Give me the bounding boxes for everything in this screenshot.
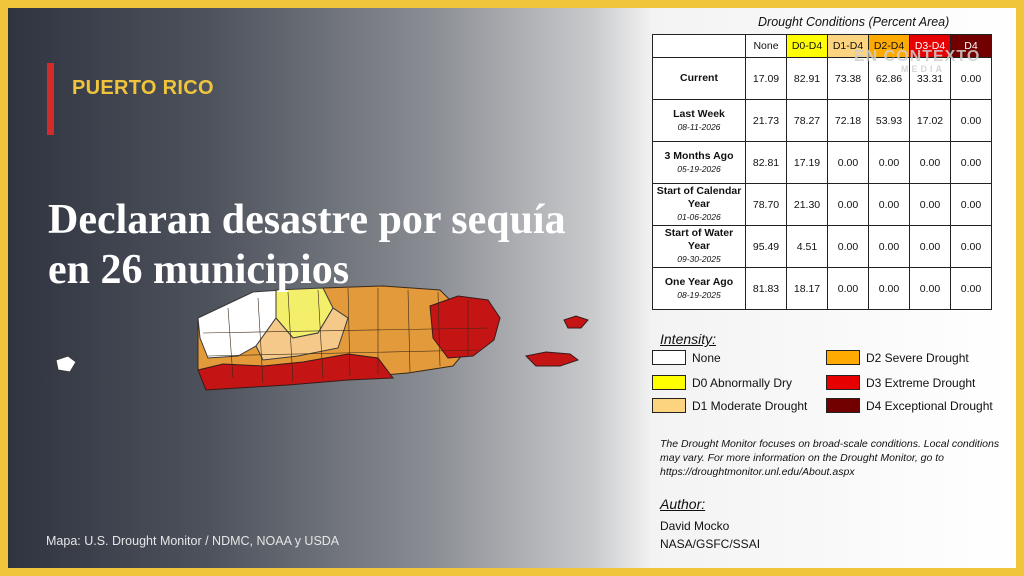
table-cell: 0.00 bbox=[827, 141, 869, 184]
author-title: Author: bbox=[660, 496, 706, 512]
row-label: 3 Months Ago bbox=[664, 149, 734, 162]
image-credit: Mapa: U.S. Drought Monitor / NDMC, NOAA … bbox=[46, 534, 340, 548]
table-row: 3 Months Ago 05-19-2026 82.81 17.19 0.00 … bbox=[652, 141, 992, 184]
legend-swatch bbox=[652, 398, 686, 413]
table-cell: 95.49 bbox=[745, 225, 787, 268]
map-island-vieques bbox=[524, 351, 580, 367]
map-island-culebra bbox=[563, 315, 589, 329]
legend-label: None bbox=[692, 350, 721, 365]
table-title: Drought Conditions (Percent Area) bbox=[758, 15, 950, 29]
row-date: 09-30-2025 bbox=[677, 254, 721, 264]
table-cell: 62.86 bbox=[868, 57, 910, 100]
table-cell: 53.93 bbox=[868, 99, 910, 142]
legend-label: D2 Severe Drought bbox=[866, 350, 969, 365]
table-cell: 21.30 bbox=[786, 183, 828, 226]
table-cell: 0.00 bbox=[950, 99, 992, 142]
legend-item-d1: D1 Moderate Drought bbox=[652, 398, 807, 413]
col-d1-d4: D1-D4 bbox=[827, 34, 869, 58]
table-cell: 0.00 bbox=[827, 225, 869, 268]
table-cell: 72.18 bbox=[827, 99, 869, 142]
row-label: Start of Calendar Year bbox=[656, 185, 742, 210]
legend-swatch bbox=[826, 350, 860, 365]
col-none: None bbox=[745, 34, 787, 58]
table-cell: 0.00 bbox=[827, 183, 869, 226]
table-cell: 0.00 bbox=[868, 183, 910, 226]
col-d0-d4: D0-D4 bbox=[786, 34, 828, 58]
drought-monitor-note: The Drought Monitor focuses on broad-sca… bbox=[660, 438, 1000, 478]
table-cell: 33.31 bbox=[909, 57, 951, 100]
table-cell: 0.00 bbox=[950, 57, 992, 100]
table-cell: 17.02 bbox=[909, 99, 951, 142]
legend-label: D3 Extreme Drought bbox=[866, 375, 976, 390]
legend-label: D1 Moderate Drought bbox=[692, 398, 808, 413]
row-date: 01-06-2026 bbox=[677, 212, 721, 222]
legend-item-d0: D0 Abnormally Dry bbox=[652, 375, 792, 390]
table-cell: 17.09 bbox=[745, 57, 787, 100]
table-cell: 0.00 bbox=[909, 183, 951, 226]
table-cell: 0.00 bbox=[868, 225, 910, 268]
row-label: Last Week bbox=[673, 107, 725, 120]
legend-title: Intensity: bbox=[660, 331, 717, 347]
row-date: 05-19-2026 bbox=[677, 163, 721, 174]
table-cell: 21.73 bbox=[745, 99, 787, 142]
table-cell: 82.91 bbox=[786, 57, 828, 100]
author-org: NASA/GSFC/SSAI bbox=[660, 537, 761, 551]
legend-item-none: None bbox=[652, 350, 721, 365]
row-label: Current bbox=[680, 72, 718, 84]
table-cell: 0.00 bbox=[950, 141, 992, 184]
accent-bar bbox=[47, 63, 54, 135]
table-cell: 78.27 bbox=[786, 99, 828, 142]
table-cell: 81.83 bbox=[745, 267, 787, 310]
row-label: One Year Ago bbox=[664, 275, 734, 288]
drought-map bbox=[55, 285, 589, 391]
table-row: One Year Ago 08-19-2025 81.83 18.17 0.00 … bbox=[652, 267, 992, 310]
map-region-d1 bbox=[255, 307, 349, 361]
table-cell: 17.19 bbox=[786, 141, 828, 184]
table-cell: 18.17 bbox=[786, 267, 828, 310]
map-island-mona bbox=[55, 355, 77, 373]
map-region-d3-south bbox=[197, 353, 394, 391]
drought-table: None D0-D4 D1-D4 D2-D4 D3-D4 D4 Current … bbox=[652, 34, 992, 310]
section-kicker: PUERTO RICO bbox=[72, 77, 214, 99]
row-label: Start of Water Year bbox=[664, 227, 734, 252]
watermark-logo-sub: MEDIA bbox=[901, 64, 945, 74]
table-row: Last Week 08-11-2026 21.73 78.27 72.18 53… bbox=[652, 99, 992, 142]
table-cell: 0.00 bbox=[909, 267, 951, 310]
legend-swatch bbox=[826, 398, 860, 413]
col-d2-d4: D2-D4 bbox=[868, 34, 910, 58]
legend-swatch bbox=[652, 350, 686, 365]
table-row: Start of Water Year 09-30-2025 95.49 4.51… bbox=[652, 225, 992, 268]
table-cell: 0.00 bbox=[950, 183, 992, 226]
table-cell: 82.81 bbox=[745, 141, 787, 184]
table-cell: 0.00 bbox=[868, 267, 910, 310]
legend-item-d3: D3 Extreme Drought bbox=[826, 375, 975, 390]
table-cell: 0.00 bbox=[868, 141, 910, 184]
table-cell: 0.00 bbox=[827, 267, 869, 310]
table-cell: 0.00 bbox=[950, 267, 992, 310]
table-row: Start of Calendar Year 01-06-2026 78.70 2… bbox=[652, 183, 992, 226]
table-cell: 0.00 bbox=[909, 225, 951, 268]
legend-item-d4: D4 Exceptional Drought bbox=[826, 398, 993, 413]
table-cell: 4.51 bbox=[786, 225, 828, 268]
map-borders bbox=[202, 287, 489, 384]
legend-item-d2: D2 Severe Drought bbox=[826, 350, 969, 365]
legend-swatch bbox=[826, 375, 860, 390]
table-cell: 0.00 bbox=[909, 141, 951, 184]
author-name: David Mocko bbox=[660, 519, 730, 533]
article-card: PUERTO RICO Declaran desastre por sequía… bbox=[8, 8, 1016, 568]
row-date: 08-19-2025 bbox=[677, 289, 721, 300]
row-date: 08-11-2026 bbox=[677, 121, 721, 132]
table-cell: 78.70 bbox=[745, 183, 787, 226]
legend-label: D0 Abnormally Dry bbox=[692, 375, 793, 390]
map-region-d3-east bbox=[429, 295, 501, 359]
table-cell: 0.00 bbox=[950, 225, 992, 268]
legend-label: D4 Exceptional Drought bbox=[866, 398, 993, 413]
legend-swatch bbox=[652, 375, 686, 390]
col-d3-d4: D3-D4 bbox=[909, 34, 951, 58]
watermark-logo: EN CONTEXTO bbox=[854, 48, 981, 65]
headline: Declaran desastre por sequía en 26 munic… bbox=[48, 197, 566, 293]
table-corner bbox=[652, 34, 746, 58]
